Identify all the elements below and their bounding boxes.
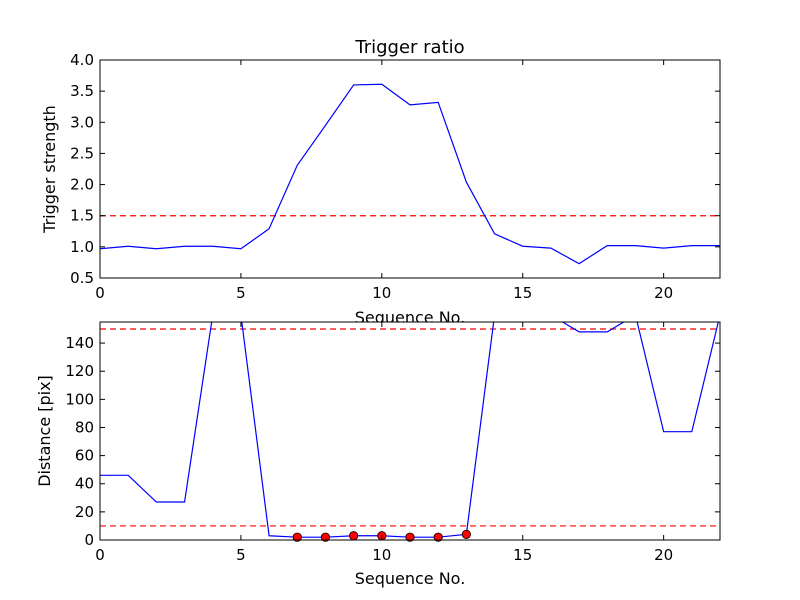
x-tick-label: 15 [513, 546, 532, 564]
y-axis-label: Distance [pix] [35, 375, 54, 487]
x-axis-label: Sequence No. [355, 569, 466, 588]
data-point-marker [292, 532, 302, 542]
y-tick-label: 1.0 [70, 238, 94, 256]
y-tick-label: 4.0 [70, 51, 94, 69]
x-tick-label: 5 [236, 546, 246, 564]
data-point-marker [349, 531, 359, 541]
y-tick-label: 0 [84, 531, 94, 549]
data-point-marker [320, 532, 331, 542]
data-point-marker [405, 532, 415, 542]
y-tick-label: 3.0 [70, 113, 94, 131]
plot-area [100, 60, 720, 278]
data-point-marker [433, 532, 443, 542]
series-line [100, 83, 720, 265]
plot-content [100, 83, 720, 265]
bottom-chart-distance: 0 5 10 15 20 0 20 40 60 80 100 120 140 Sequence No. Di… [35, 321, 721, 588]
x-tick-label: 20 [654, 284, 673, 302]
x-tick-label: 15 [513, 284, 532, 302]
y-tick-label: 3.5 [70, 82, 94, 100]
y-tick-label: 60 [75, 447, 94, 465]
axes-frame [99, 321, 721, 541]
y-tick-label: 140 [65, 334, 94, 352]
y-tick-label: 40 [75, 475, 94, 493]
y-tick-label: 120 [65, 362, 94, 380]
plot-area [100, 322, 720, 540]
y-tick-label: 100 [65, 390, 94, 408]
axes-frame [99, 59, 721, 279]
y-axis-label: Trigger strength [40, 105, 59, 234]
x-tick-label: 10 [372, 546, 391, 564]
y-tick-label: 2.0 [70, 176, 94, 194]
x-tick-label: 0 [95, 546, 105, 564]
x-tick-label: 20 [654, 546, 673, 564]
top-chart-trigger-ratio: 0 5 10 15 20 0.5 1.0 1.5 2.0 2.5 3.0 3.5 4.0 Trigger … [40, 37, 721, 327]
x-tick-label: 0 [95, 284, 105, 302]
y-tick-label: 1.5 [70, 207, 94, 225]
y-tick-label: 80 [75, 418, 94, 436]
y-tick-label: 0.5 [70, 269, 94, 287]
y-tick-label: 2.5 [70, 144, 94, 162]
x-tick-label: 10 [372, 284, 391, 302]
data-point-marker [461, 529, 471, 539]
x-tick-label: 5 [236, 284, 246, 302]
chart-title: Trigger ratio [354, 37, 464, 58]
y-tick-label: 20 [75, 503, 94, 521]
